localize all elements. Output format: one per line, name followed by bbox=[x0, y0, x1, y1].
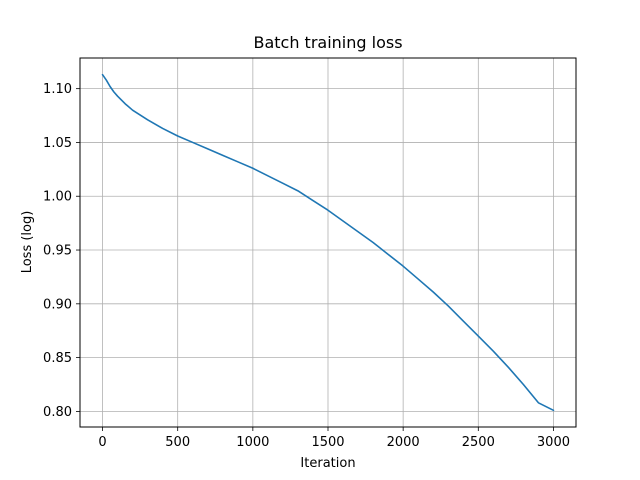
series-layer bbox=[101, 73, 555, 412]
y-tick-label: 1.05 bbox=[43, 136, 72, 151]
x-tick-label: 1000 bbox=[236, 435, 269, 450]
x-tick-label: 500 bbox=[165, 435, 190, 450]
x-tick-label: 3000 bbox=[537, 435, 570, 450]
y-tick-label: 0.80 bbox=[43, 405, 72, 420]
y-tick-label: 1.10 bbox=[43, 82, 72, 97]
x-tick-label: 0 bbox=[98, 435, 106, 450]
chart-title: Batch training loss bbox=[253, 33, 402, 52]
x-tick-label: 1500 bbox=[311, 435, 344, 450]
x-axis-label: Iteration bbox=[300, 456, 355, 471]
y-tick-label: 0.95 bbox=[43, 244, 72, 259]
loss-series-line bbox=[101, 73, 555, 412]
y-tick-label: 0.90 bbox=[43, 297, 72, 312]
x-tick-label: 2000 bbox=[387, 435, 420, 450]
y-tick-label: 1.00 bbox=[43, 190, 72, 205]
y-axis-label: Loss (log) bbox=[20, 211, 35, 274]
axis-ticks: 0 500 1000 1500 2000 2500 3000 0.80 0.85 0.90 0.95… bbox=[43, 82, 570, 450]
y-tick-label: 0.85 bbox=[43, 351, 72, 366]
grid bbox=[80, 58, 576, 427]
x-tick-label: 2500 bbox=[462, 435, 495, 450]
